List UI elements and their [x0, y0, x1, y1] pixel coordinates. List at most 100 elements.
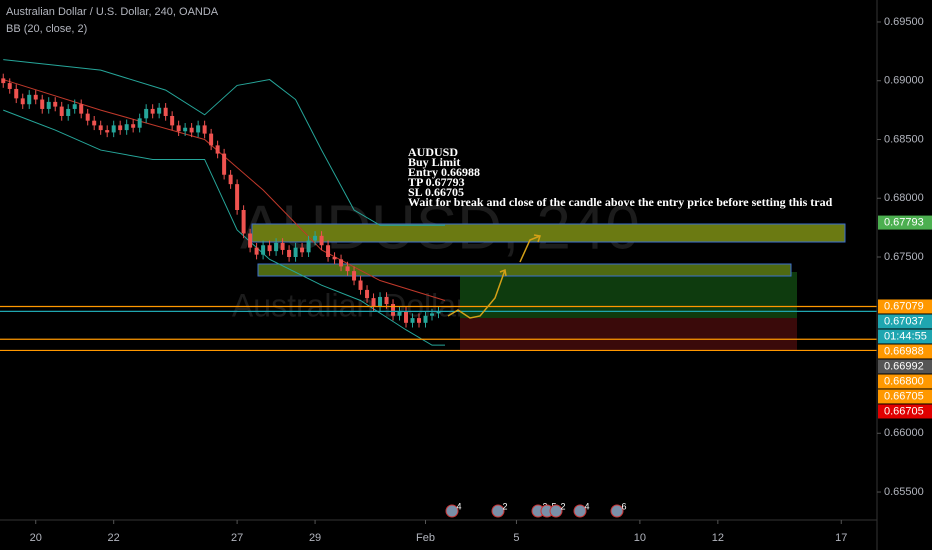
candle-body	[423, 315, 428, 323]
bollinger-band	[3, 59, 445, 226]
event-icon	[491, 504, 505, 518]
candle-body	[7, 83, 12, 89]
x-tick-label: 5	[513, 532, 519, 544]
event-count: 2	[502, 501, 507, 511]
candle-body	[378, 296, 383, 307]
annotation-line: Buy Limit	[408, 155, 460, 169]
price-label-bg	[878, 329, 932, 344]
arrows	[447, 234, 541, 319]
event-icon	[445, 504, 459, 518]
annotation-line: TP 0.67793	[408, 175, 465, 189]
price-label: 0.66988	[884, 345, 924, 357]
candle-body	[222, 153, 227, 175]
candle-body	[339, 259, 344, 267]
candle-body	[397, 311, 402, 316]
candle-body	[196, 125, 201, 133]
chart-title: Australian Dollar / U.S. Dollar, 240, OA…	[6, 6, 219, 18]
arrow-path	[519, 235, 541, 263]
candle-body	[332, 257, 337, 260]
event-count: 2	[560, 501, 565, 511]
candle-body	[176, 125, 181, 132]
candle-body	[254, 247, 259, 255]
candle-body	[358, 280, 363, 290]
candle-body	[131, 124, 136, 128]
candle-body	[72, 104, 77, 109]
price-label: 01:44:55	[884, 330, 927, 342]
price-label-bg	[878, 404, 932, 419]
candle-body	[417, 318, 422, 323]
candle-body	[391, 304, 396, 316]
price-label-bg	[878, 215, 932, 230]
candle-body	[261, 245, 266, 255]
candle-body	[352, 271, 357, 281]
candle-body	[241, 209, 246, 234]
event-icon	[549, 504, 563, 518]
candle-body	[118, 125, 123, 131]
candle-body	[326, 245, 331, 258]
price-label-bg	[878, 389, 932, 404]
y-tick-label: 0.69500	[884, 16, 924, 28]
candle-body	[33, 94, 38, 100]
event-count: 6	[621, 501, 626, 511]
x-tick-label: 22	[108, 532, 120, 544]
plot	[0, 59, 877, 352]
candle-body	[319, 235, 324, 246]
candle-body	[85, 113, 90, 121]
event-count: 4	[584, 501, 589, 511]
candle-body	[170, 115, 175, 126]
x-tick-label: 29	[309, 532, 321, 544]
price-label-bg	[878, 344, 932, 359]
candle-body	[365, 289, 370, 299]
event-count: 4	[456, 501, 461, 511]
candle-body	[371, 298, 376, 307]
candle-body	[53, 101, 58, 107]
candle-body	[105, 130, 110, 133]
candle-body	[306, 240, 311, 253]
candle-body	[20, 98, 25, 105]
annotation-line: SL 0.66705	[408, 185, 464, 199]
candle-body	[228, 174, 233, 185]
candle-body	[79, 104, 84, 114]
event-icon	[610, 504, 624, 518]
candle-body	[137, 118, 142, 128]
candle-body	[27, 94, 32, 105]
candle-body	[248, 233, 253, 248]
y-tick-label: 0.69000	[884, 75, 924, 87]
event-icon	[573, 504, 587, 518]
candle-body	[384, 296, 389, 305]
price-label: 0.67079	[884, 300, 924, 312]
plot-back	[251, 223, 846, 351]
annotation-line: Wait for break and close of the candle a…	[408, 195, 833, 209]
candle-body	[183, 127, 188, 132]
arrow-head	[533, 234, 541, 243]
candle-body	[92, 120, 97, 126]
candle-body	[111, 125, 116, 133]
candle-body	[59, 106, 64, 116]
arrow-head	[499, 268, 507, 277]
candle-body	[345, 266, 350, 272]
price-label: 0.66800	[884, 375, 924, 387]
candle-body	[1, 78, 6, 84]
candle-body	[300, 247, 305, 253]
candle-body	[189, 127, 194, 133]
candle-body	[235, 184, 240, 210]
x-tick-label: 20	[30, 532, 42, 544]
candle-body	[430, 313, 435, 316]
annotation-line: AUDUSD	[408, 145, 458, 159]
profit-zone	[460, 272, 797, 318]
candle-body	[144, 108, 149, 119]
bollinger-band	[3, 79, 446, 301]
candle-body	[215, 145, 220, 154]
arrow-path	[447, 269, 506, 319]
candle-body	[293, 247, 298, 258]
price-label: 0.66705	[884, 405, 924, 417]
price-label-bg	[878, 374, 932, 389]
x-tick-label: 27	[231, 532, 243, 544]
y-tick-label: 0.65500	[884, 486, 924, 498]
candle-body	[313, 235, 318, 241]
candle-body	[280, 242, 285, 250]
candle-body	[287, 249, 292, 258]
candle-body	[157, 107, 162, 114]
